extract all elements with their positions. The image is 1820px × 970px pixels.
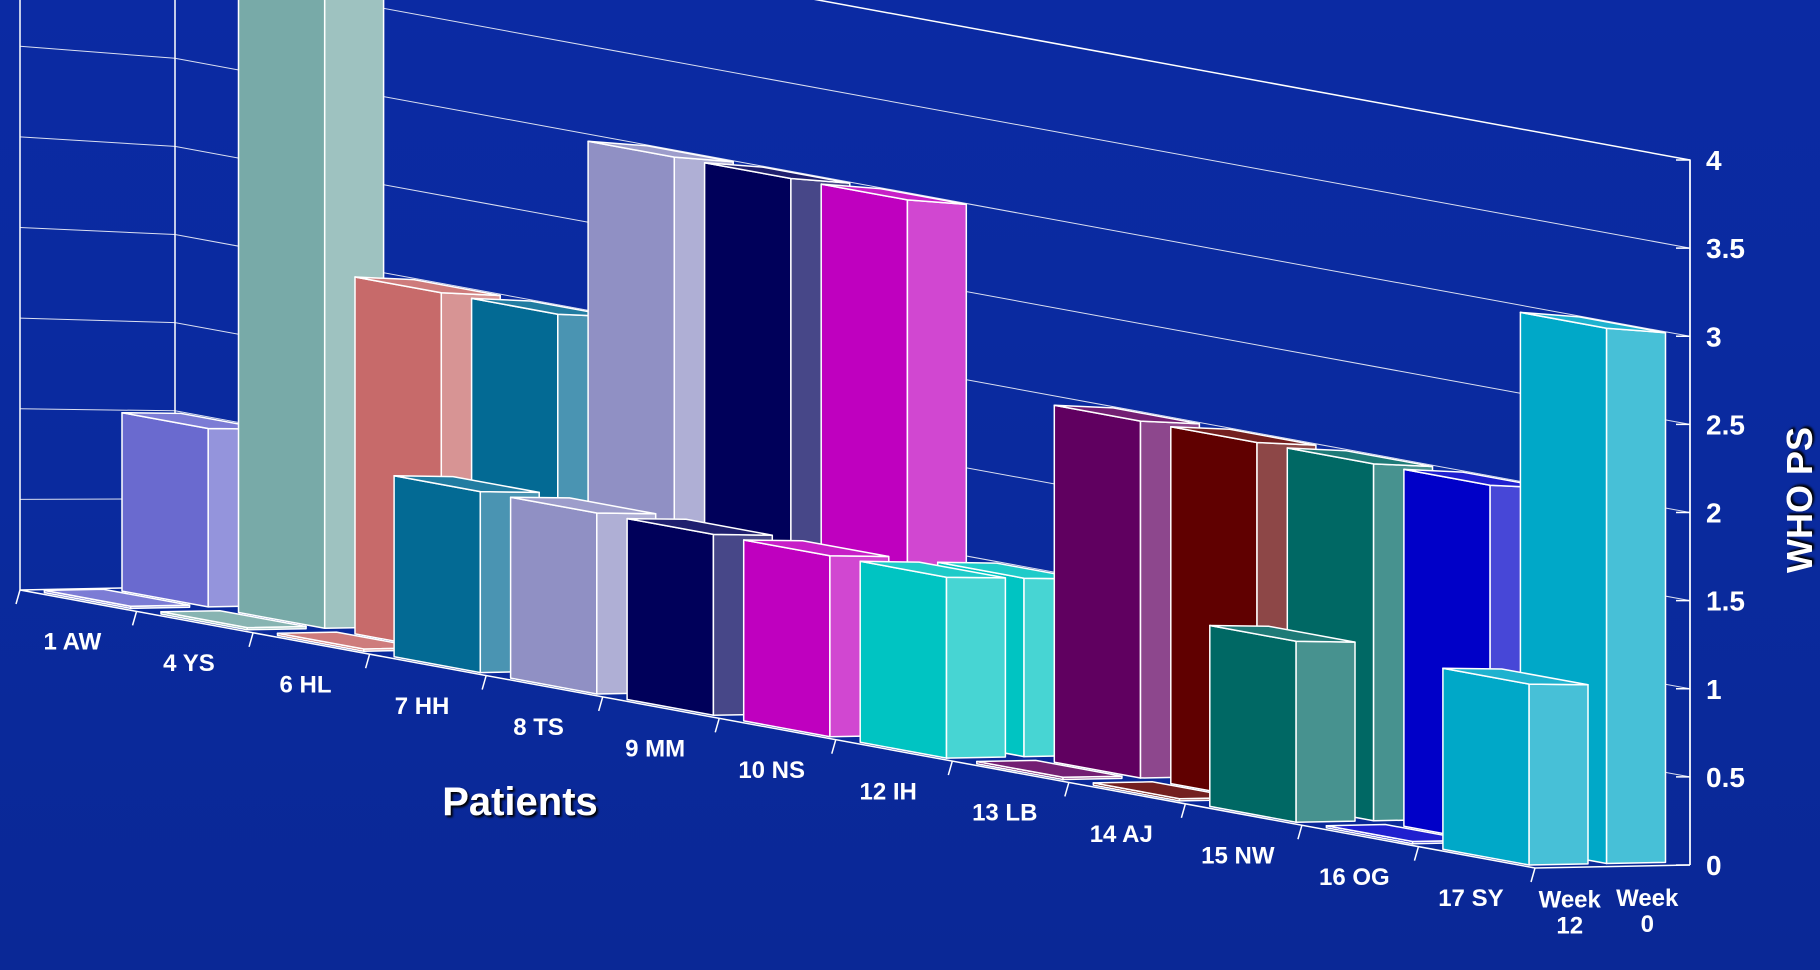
x-category-label: 15 NW (1201, 842, 1275, 869)
y-tick-label: 4 (1706, 145, 1722, 176)
x-tick-mark (15, 589, 21, 605)
x-tick-mark (248, 632, 254, 647)
y-tick-label: 3 (1706, 321, 1722, 352)
gridline (19, 45, 1691, 337)
y-tick-label: 0 (1706, 850, 1722, 881)
x-category-label: 17 SY (1438, 885, 1503, 912)
x-axis-title: Patients (442, 780, 598, 824)
bar-week-12-9 (976, 759, 1123, 781)
y-tick-label: 1.5 (1706, 586, 1745, 617)
x-tick-mark (481, 675, 487, 690)
floor-outline (19, 586, 1691, 869)
bar-week-12-10 (1092, 781, 1240, 802)
y-tick-label: 1 (1706, 674, 1722, 705)
x-axis-category-labels: 1 AW 4 YS 6 HL 7 HH 8 TS 9 MM 10 NS 12 IH 13 LB 1… (15, 589, 1536, 912)
x-tick-mark (1297, 825, 1303, 840)
chart-bars (43, 0, 1667, 866)
x-tick-mark (131, 611, 138, 626)
x-tick-mark (1530, 867, 1536, 883)
x-tick-mark (831, 739, 837, 754)
x-tick-mark (1180, 803, 1187, 819)
depth-label-line1: Week (1616, 885, 1679, 912)
x-category-label: 1 AW (44, 629, 102, 656)
x-category-label: 12 IH (860, 778, 917, 805)
gridline (19, 136, 1691, 425)
x-tick-mark (1064, 782, 1070, 797)
y-tick-label: 2 (1706, 498, 1722, 529)
x-category-label: 13 LB (972, 800, 1037, 827)
x-tick-mark (364, 653, 371, 669)
y-tick-label: 3.5 (1706, 233, 1745, 264)
depth-label-line2: 0 (1641, 911, 1654, 938)
x-category-label: 4 YS (163, 650, 215, 677)
x-category-label: 16 OG (1319, 864, 1390, 891)
y-axis-title: WHO PS (1779, 427, 1820, 573)
bar-week-12-13 (1442, 667, 1589, 866)
bar-week-12-11 (1209, 624, 1356, 824)
bar-week-12-1 (43, 588, 191, 610)
y-tick-label: 2.5 (1706, 409, 1745, 440)
x-category-label: 14 AJ (1090, 821, 1153, 848)
depth-label-line2: 12 (1556, 912, 1583, 939)
x-category-label: 7 HH (395, 693, 450, 720)
gridline (335, 0, 1691, 249)
x-tick-mark (947, 760, 954, 776)
bar-week-12-12 (1325, 823, 1473, 845)
x-tick-mark (714, 718, 720, 733)
gridline (19, 227, 1691, 513)
x-tick-mark (597, 696, 604, 712)
y-axis-ticks: 0 0.5 1 1.5 2 2.5 3 3.5 4 (1676, 145, 1745, 881)
x-category-label: 9 MM (625, 736, 685, 763)
bar-week-12-8 (859, 560, 1007, 759)
x-tick-mark (1413, 846, 1420, 861)
depth-label-line1: Week (1539, 886, 1602, 913)
x-category-label: 8 TS (513, 714, 564, 741)
x-category-label: 10 NS (738, 757, 805, 784)
x-category-label: 6 HL (280, 671, 332, 698)
bar-week-12-2 (160, 609, 307, 631)
y-tick-label: 0.5 (1706, 762, 1745, 793)
